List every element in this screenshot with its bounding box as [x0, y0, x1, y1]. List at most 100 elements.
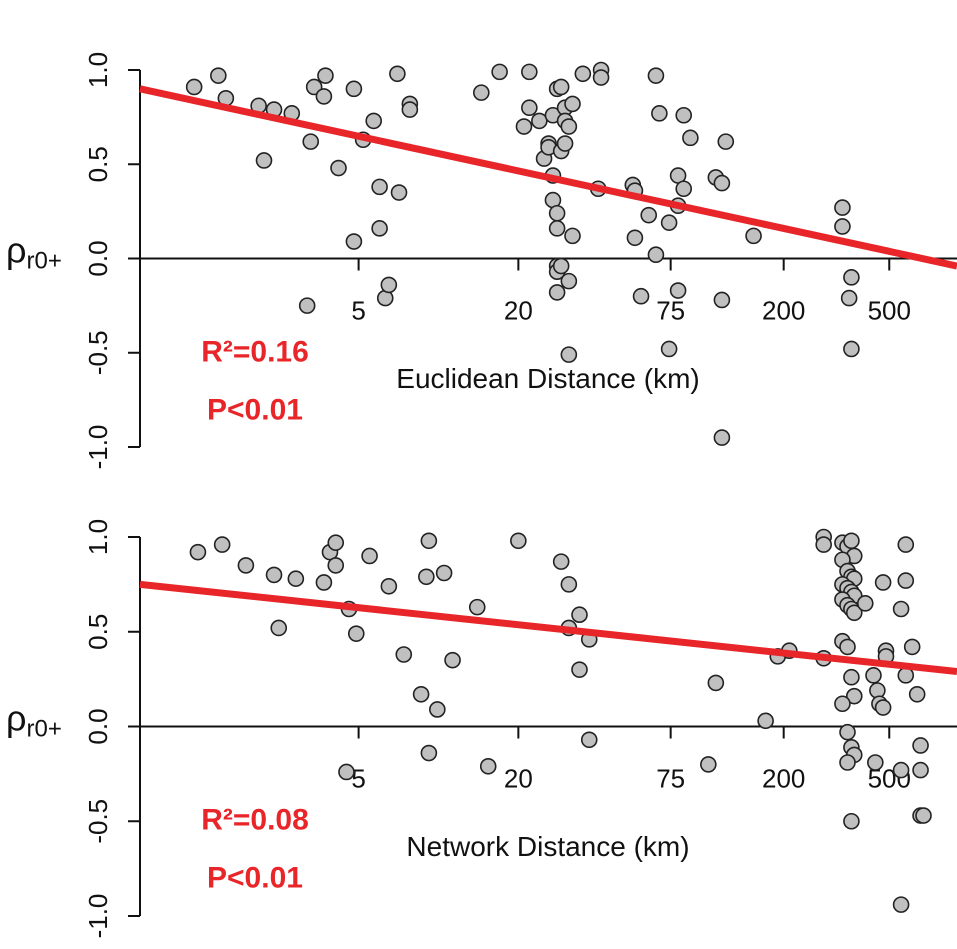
point [552, 553, 570, 570]
point [315, 574, 333, 591]
x-tick-label: 500 [868, 295, 911, 325]
y-axis-label-sub: r0+ [26, 248, 61, 275]
point [401, 101, 419, 118]
point [834, 199, 851, 216]
point [338, 763, 355, 781]
point [330, 159, 347, 177]
point [682, 129, 699, 147]
point [660, 340, 678, 358]
point [912, 761, 929, 779]
point [347, 625, 365, 642]
x-axis-label: Euclidean Distance (km) [396, 363, 699, 394]
point [435, 564, 453, 582]
point [265, 566, 283, 584]
point [745, 227, 762, 245]
point [371, 220, 388, 237]
point [548, 284, 566, 301]
point [843, 812, 860, 830]
point [390, 184, 408, 201]
point [237, 557, 255, 574]
y-tick-label: 0.5 [83, 146, 113, 182]
point [903, 638, 921, 656]
point [491, 63, 508, 81]
point [675, 106, 693, 124]
point [839, 754, 856, 771]
point [834, 695, 851, 713]
y-tick-label: 0.0 [83, 240, 113, 276]
y-axis-label-sub: r0+ [26, 716, 61, 743]
point [840, 289, 858, 307]
point [874, 699, 892, 716]
fit-line [139, 85, 957, 270]
point [707, 674, 725, 692]
point [361, 547, 378, 565]
point [317, 67, 334, 84]
point [897, 536, 915, 553]
point [843, 269, 860, 286]
annotation: R²=0.16 [201, 335, 309, 368]
y-axis-label: ρr0+ [6, 697, 62, 743]
point [815, 536, 832, 553]
point [552, 257, 570, 275]
point [845, 687, 863, 705]
y-tick-label: 0.5 [83, 614, 113, 650]
point [189, 543, 207, 561]
point [626, 229, 644, 247]
point [865, 667, 882, 684]
point [548, 220, 566, 237]
point [660, 214, 678, 231]
point [345, 80, 363, 98]
y-axis-label-main: ρ [6, 229, 26, 270]
point [713, 429, 731, 446]
point [571, 606, 588, 623]
point [892, 761, 910, 779]
point [651, 105, 668, 122]
point [429, 701, 446, 718]
point [713, 174, 731, 192]
point [552, 78, 570, 96]
point [418, 568, 435, 586]
point [468, 598, 486, 616]
point [270, 619, 288, 637]
point [479, 757, 497, 775]
point [757, 712, 774, 730]
point [327, 557, 345, 574]
point [717, 133, 735, 150]
point [302, 133, 320, 150]
y-tick-label: 1.0 [83, 52, 113, 88]
x-tick-label: 20 [504, 763, 533, 793]
point [874, 574, 892, 591]
panel: -1.0 -0.5 0.0 0.5 1.0 5 20 75 200 500 Euclidean Di… [6, 52, 957, 469]
point [420, 532, 438, 550]
point [556, 135, 574, 152]
point [521, 63, 538, 81]
point [510, 532, 527, 550]
point [371, 178, 388, 196]
y-tick-label: 0.0 [83, 708, 113, 744]
annotation: P<0.01 [207, 393, 303, 426]
point [856, 595, 874, 612]
point [843, 340, 860, 358]
point [444, 651, 461, 669]
point [669, 282, 687, 299]
y-tick-label: -1.0 [83, 425, 113, 470]
x-tick-label: 5 [351, 763, 365, 793]
point [574, 65, 592, 83]
point [675, 180, 693, 198]
point [345, 233, 363, 250]
point [298, 297, 316, 314]
fit-line [139, 580, 957, 676]
point [564, 95, 581, 113]
point [389, 65, 406, 83]
point [315, 88, 333, 105]
x-axis-label: Network Distance (km) [406, 831, 689, 862]
point [892, 600, 910, 618]
point [834, 218, 851, 235]
x-tick-label: 75 [656, 763, 685, 793]
y-axis-label: ρr0+ [6, 229, 62, 275]
point [521, 99, 538, 116]
point [845, 604, 863, 622]
point [912, 737, 929, 754]
